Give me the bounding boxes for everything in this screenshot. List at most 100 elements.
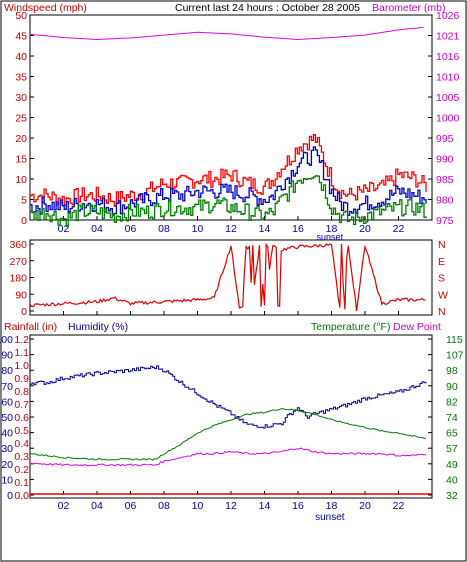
temperature-label: Temperature (°F) <box>311 321 390 333</box>
humidity-y-tick-label: 0 <box>7 490 13 502</box>
wind-x-tick-label: 16 <box>292 223 304 235</box>
temp-y-tick-label: 65 <box>446 428 458 440</box>
humidity-y-tick-label: 70 <box>1 381 13 393</box>
wind-x-tick-label: 10 <box>192 223 204 235</box>
temp-y-tick-label: 32 <box>446 490 458 502</box>
wind-direction-line <box>29 242 426 312</box>
page-title: Current last 24 hours : October 28 2005 <box>175 2 360 14</box>
humidity-line <box>30 365 427 429</box>
wind-x-tick-label: 12 <box>225 223 237 235</box>
hum-x-tick-label: 22 <box>393 500 405 512</box>
hum-x-tick-label: 16 <box>292 500 304 512</box>
temp-y-tick-label: 82 <box>446 396 458 408</box>
dewpoint-line <box>29 447 427 467</box>
wind-min-line <box>30 175 427 228</box>
hum-sunset-label: sunset <box>315 512 345 523</box>
temp-y-tick-label: 40 <box>446 474 458 486</box>
hum-x-tick-label: 14 <box>259 500 271 512</box>
rain-y-tick-label: 0.4 <box>14 438 29 450</box>
dir-y-tick-label: 90 <box>15 289 27 301</box>
wind-y-tick-label: 50 <box>15 10 27 22</box>
baro-y-tick-label: 1021 <box>436 31 460 43</box>
wind-y-tick-label: 35 <box>15 72 27 84</box>
baro-y-tick-label: 985 <box>436 174 454 186</box>
wind-max-line <box>30 134 427 207</box>
temp-y-tick-label: 49 <box>446 459 458 471</box>
rain-y-tick-label: 0.9 <box>14 373 29 385</box>
wind-y-tick-label: 25 <box>15 113 27 125</box>
dir-y-tick-label: 270 <box>9 256 27 268</box>
humidity-label: Humidity (%) <box>68 321 128 333</box>
direction-panel-frame <box>29 239 433 316</box>
rain-y-tick-label: 1.2 <box>14 334 29 346</box>
rain-y-tick-label: 1.0 <box>14 360 29 372</box>
humidity-y-tick-label: 90 <box>1 350 13 362</box>
wind-sunset-label: sunset <box>317 232 344 242</box>
humidity-y-tick-label: 50 <box>1 412 13 424</box>
rainfall-label: Rainfall (in) <box>4 321 57 333</box>
rain-y-tick-label: 0.5 <box>14 425 29 437</box>
dir-compass-label: E <box>438 256 445 268</box>
wind-x-tick-label: 20 <box>359 223 371 235</box>
baro-y-tick-label: 1016 <box>436 51 460 63</box>
baro-y-tick-label: 990 <box>436 154 454 166</box>
dir-compass-label: N <box>438 239 446 251</box>
temp-y-tick-label: 74 <box>446 412 458 424</box>
rain-y-tick-label: 0.8 <box>14 386 29 398</box>
rain-y-tick-label: 0.7 <box>14 399 29 411</box>
wind-y-tick-label: 10 <box>15 174 27 186</box>
hum-x-tick-label: 12 <box>225 500 237 512</box>
wind-y-tick-label: 15 <box>15 154 27 166</box>
humidity-y-tick-label: 40 <box>1 428 13 440</box>
humidity-y-tick-label: 60 <box>1 396 13 408</box>
wind-y-tick-label: 20 <box>15 133 27 145</box>
wind-x-tick-label: 06 <box>125 223 137 235</box>
wind-x-tick-label: 14 <box>259 223 271 235</box>
barometer-label: Barometer (mb) <box>372 2 446 14</box>
temp-y-tick-label: 57 <box>446 443 458 455</box>
rain-y-tick-label: 0.6 <box>14 412 29 424</box>
wind-y-tick-label: 5 <box>21 195 27 207</box>
wind-y-tick-label: 40 <box>15 51 27 63</box>
temp-y-tick-label: 107 <box>446 350 464 362</box>
dir-y-tick-label: 180 <box>9 273 27 285</box>
rain-y-tick-label: 0.3 <box>14 451 29 463</box>
wind-y-tick-label: 0 <box>21 215 27 227</box>
wind-y-tick-label: 30 <box>15 92 27 104</box>
humidity-panel-frame <box>29 334 433 499</box>
dir-compass-label: N <box>438 306 446 318</box>
rain-y-tick-label: 0.0 <box>14 490 29 502</box>
hum-x-tick-label: 06 <box>125 500 137 512</box>
baro-y-tick-label: 1010 <box>436 72 460 84</box>
humidity-y-tick-label: 100 <box>0 334 13 346</box>
dir-compass-label: S <box>438 273 445 285</box>
temperature-line <box>29 408 427 461</box>
humidity-y-tick-label: 10 <box>1 474 13 486</box>
temp-y-tick-label: 90 <box>446 381 458 393</box>
baro-y-tick-label: 975 <box>436 215 454 227</box>
dir-y-tick-label: 0 <box>21 306 27 318</box>
windspeed-label: Windspeed (mph) <box>4 2 87 14</box>
baro-y-tick-label: 1026 <box>436 10 460 22</box>
hum-x-tick-label: 20 <box>359 500 371 512</box>
dir-y-tick-label: 360 <box>9 239 27 251</box>
wind-y-tick-label: 45 <box>15 31 27 43</box>
wind-x-tick-label: 02 <box>58 223 70 235</box>
hum-x-tick-label: 02 <box>58 500 70 512</box>
baro-y-tick-label: 995 <box>436 133 454 145</box>
baro-y-tick-label: 1000 <box>436 113 460 125</box>
humidity-y-tick-label: 80 <box>1 365 13 377</box>
wind-x-tick-label: 04 <box>91 223 103 235</box>
baro-y-tick-label: 980 <box>436 195 454 207</box>
dewpoint-label: Dew Point <box>393 321 441 333</box>
rain-y-tick-label: 0.2 <box>14 464 29 476</box>
hum-x-tick-label: 08 <box>158 500 170 512</box>
dir-compass-label: W <box>438 289 448 301</box>
humidity-y-tick-label: 30 <box>1 443 13 455</box>
hum-x-tick-label: 10 <box>192 500 204 512</box>
hum-x-tick-label: 18 <box>326 500 338 512</box>
temp-y-tick-label: 98 <box>446 365 458 377</box>
temp-y-tick-label: 115 <box>446 334 463 346</box>
rain-y-tick-label: 1.1 <box>14 347 29 359</box>
